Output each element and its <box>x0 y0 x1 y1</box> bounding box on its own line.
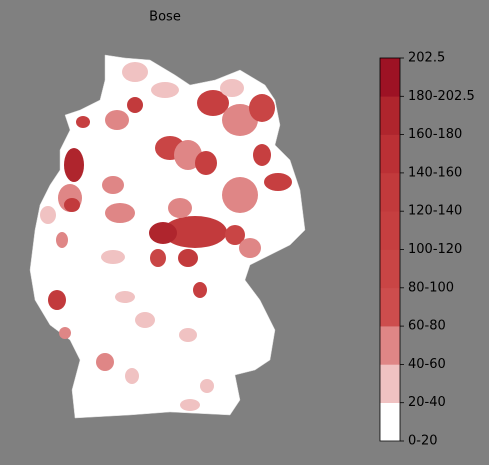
region <box>40 206 56 224</box>
region <box>195 151 217 175</box>
region <box>222 177 258 213</box>
colorbar-tick-label: 60-80 <box>408 319 446 334</box>
region <box>115 291 135 303</box>
colorbar-tick-label: 100-120 <box>408 242 462 257</box>
colorbar-tick-label: 120-140 <box>408 204 462 219</box>
colorbar: 0-20 20-40 40-60 60-80 80-100 100-120 120-140 1… <box>379 51 475 449</box>
region <box>249 94 275 122</box>
region <box>168 198 192 218</box>
region <box>222 104 258 136</box>
region <box>150 249 166 267</box>
region <box>122 62 148 82</box>
region <box>151 82 179 98</box>
region <box>127 97 143 113</box>
map-title: Bose <box>149 10 181 25</box>
region <box>101 250 125 264</box>
region <box>105 110 129 130</box>
region <box>200 379 214 393</box>
colorbar-tick-label: 20-40 <box>408 395 446 410</box>
region <box>253 144 271 166</box>
region <box>59 327 71 339</box>
colorbar-band <box>380 96 400 135</box>
region <box>174 140 202 170</box>
region <box>239 238 261 258</box>
colorbar-tick-label: 140-160 <box>408 165 462 180</box>
region <box>96 353 114 371</box>
colorbar-band <box>380 364 400 403</box>
region <box>180 399 200 411</box>
region <box>125 368 139 384</box>
colorbar-band <box>380 134 400 174</box>
region <box>220 79 244 97</box>
region <box>102 176 124 194</box>
colorbar-tick-label: 40-60 <box>408 357 446 372</box>
colorbar-tick-label: 80-100 <box>408 280 454 295</box>
region <box>264 173 292 191</box>
region <box>105 203 135 223</box>
region <box>225 225 245 245</box>
colorbar-tick-label: 160-180 <box>408 127 462 142</box>
region <box>197 90 229 116</box>
region <box>76 116 90 128</box>
colorbar-band <box>380 172 400 212</box>
region <box>193 282 207 298</box>
regions <box>40 62 292 411</box>
colorbar-band <box>380 326 400 365</box>
colorbar-band <box>380 211 400 250</box>
region <box>135 312 155 328</box>
germany-map <box>29 54 306 419</box>
colorbar-band <box>380 402 400 442</box>
region <box>56 232 68 248</box>
region <box>64 198 80 212</box>
region <box>64 148 84 182</box>
colorbar-band <box>380 58 400 97</box>
colorbar-tick-label: 180-202.5 <box>408 89 475 104</box>
colorbar-tick-label: 0-20 <box>408 434 438 449</box>
region <box>179 328 197 342</box>
colorbar-band <box>380 249 400 289</box>
region <box>149 222 177 244</box>
region <box>163 216 227 248</box>
colorbar-tick-label: 202.5 <box>408 51 445 66</box>
region <box>48 290 66 310</box>
colorbar-band <box>380 287 400 327</box>
region <box>178 249 198 267</box>
